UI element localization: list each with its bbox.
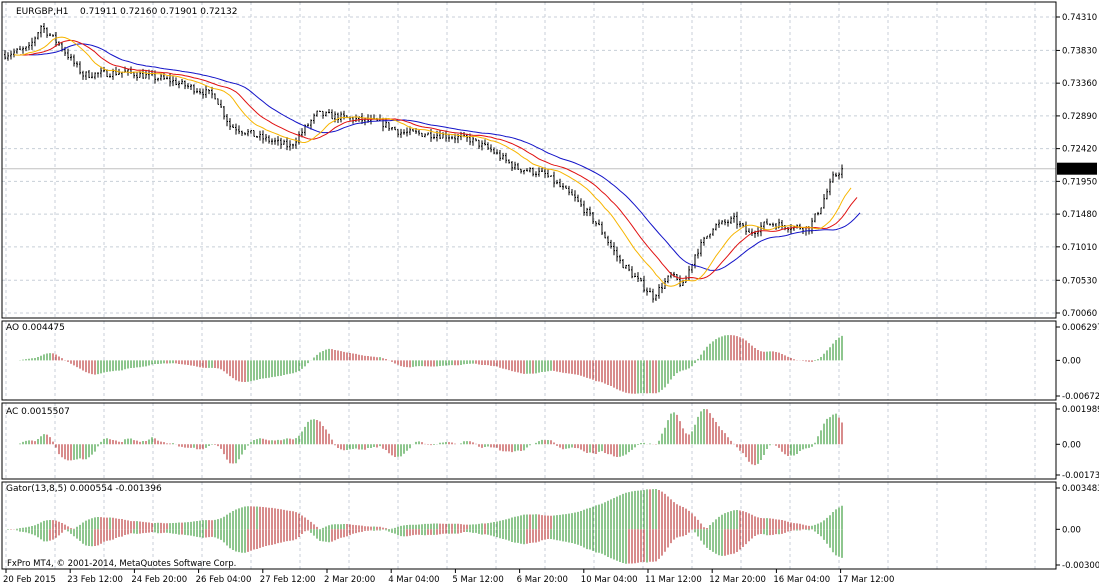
price-tick-label: 0.71010 [1062, 243, 1097, 253]
time-tick-label: 24 Feb 20:00 [131, 575, 187, 585]
price-panel[interactable]: EURGBP,H1 0.71911 0.72160 0.71901 0.7213… [4, 7, 1097, 319]
panel-frames [1, 1, 1057, 570]
price-tick-label: 0.71480 [1062, 210, 1097, 220]
gator-axis: 0.003483 0.00 -0.003009 [1056, 484, 1099, 571]
indicator-tick-label: -0.001731 [1062, 471, 1099, 481]
time-tick-label: 6 Mar 20:00 [517, 575, 568, 585]
indicator-tick-label: -0.003009 [1062, 561, 1099, 571]
time-tick-label: 11 Mar 12:00 [645, 575, 702, 585]
ao-axis: 0.006297 0.00 -0.006727 [1056, 323, 1099, 402]
indicator-tick-label: 0.001989 [1062, 405, 1099, 415]
time-tick-label: 16 Mar 04:00 [773, 575, 830, 585]
time-axis: 20 Feb 2015 23 Feb 12:00 24 Feb 20:00 26 Fe… [3, 569, 894, 585]
indicator-tick-label: 0.003483 [1062, 484, 1099, 494]
price-tick-label: 0.71950 [1062, 177, 1097, 187]
time-tick-label: 12 Mar 20:00 [709, 575, 766, 585]
ao-panel[interactable]: AO 0.004475 0.006297 0.00 -0.006727 [5, 323, 1099, 402]
panel-border [1, 1, 1057, 319]
ao-label: AO 0.004475 [6, 323, 65, 333]
indicator-tick-label: -0.006727 [1062, 392, 1099, 402]
candlesticks [4, 22, 843, 303]
price-tick-label: 0.70530 [1062, 276, 1097, 286]
panel-border [1, 481, 1057, 570]
time-tick-label: 27 Feb 12:00 [260, 575, 316, 585]
indicator-tick-label: 0.00 [1062, 356, 1081, 366]
gator-panel[interactable]: Gator(13,8,5) 0.000554 -0.001396 0.00348… [5, 484, 1099, 571]
grid-layer [2, 2, 1056, 569]
gator-histogram [7, 488, 843, 564]
alligator-lips-line [13, 36, 852, 287]
panel-border [1, 402, 1057, 480]
time-tick-label: 17 Mar 12:00 [838, 575, 895, 585]
price-tick-label: 0.74310 [1062, 13, 1097, 23]
ac-panel[interactable]: AC 0.0015507 0.001989 0.00 -0.001731 [5, 405, 1099, 481]
ac-histogram [19, 408, 843, 466]
current-price-label: 0.72132 [1060, 165, 1095, 175]
alligator-lines [13, 36, 861, 287]
price-tick-label: 0.72420 [1062, 145, 1097, 155]
price-axis: 0.74310 0.73830 0.73360 0.72890 0.72420 0.719… [1056, 13, 1097, 319]
alligator-teeth-line [19, 39, 858, 280]
ac-label: AC 0.0015507 [6, 407, 70, 417]
time-tick-label: 10 Mar 04:00 [581, 575, 638, 585]
price-tick-label: 0.73360 [1062, 79, 1097, 89]
price-tick-label: 0.70060 [1062, 309, 1097, 319]
time-tick-label: 23 Feb 12:00 [67, 575, 123, 585]
indicator-tick-label: 0.00 [1062, 525, 1081, 535]
price-tick-label: 0.72890 [1062, 112, 1097, 122]
alligator-jaw-line [28, 43, 861, 271]
indicator-tick-label: 0.006297 [1062, 323, 1099, 333]
ohlc-label: 0.71911 0.72160 0.71901 0.72132 [80, 7, 237, 17]
time-tick-label: 5 Mar 12:00 [452, 575, 503, 585]
panel-border [1, 320, 1057, 401]
ao-histogram [19, 335, 843, 394]
copyright-text: FxPro MT4, © 2001-2014, MetaQuotes Softw… [7, 559, 236, 569]
time-tick-label: 20 Feb 2015 [3, 575, 56, 585]
current-price-tag [1057, 162, 1097, 175]
time-tick-label: 26 Feb 04:00 [196, 575, 252, 585]
gator-label: Gator(13,8,5) 0.000554 -0.001396 [6, 484, 162, 494]
ac-axis: 0.001989 0.00 -0.001731 [1056, 405, 1099, 481]
symbol-label: EURGBP,H1 [16, 7, 68, 17]
indicator-tick-label: 0.00 [1062, 440, 1081, 450]
time-tick-label: 4 Mar 04:00 [388, 575, 439, 585]
time-tick-label: 2 Mar 20:00 [324, 575, 375, 585]
price-tick-label: 0.73830 [1062, 46, 1097, 56]
